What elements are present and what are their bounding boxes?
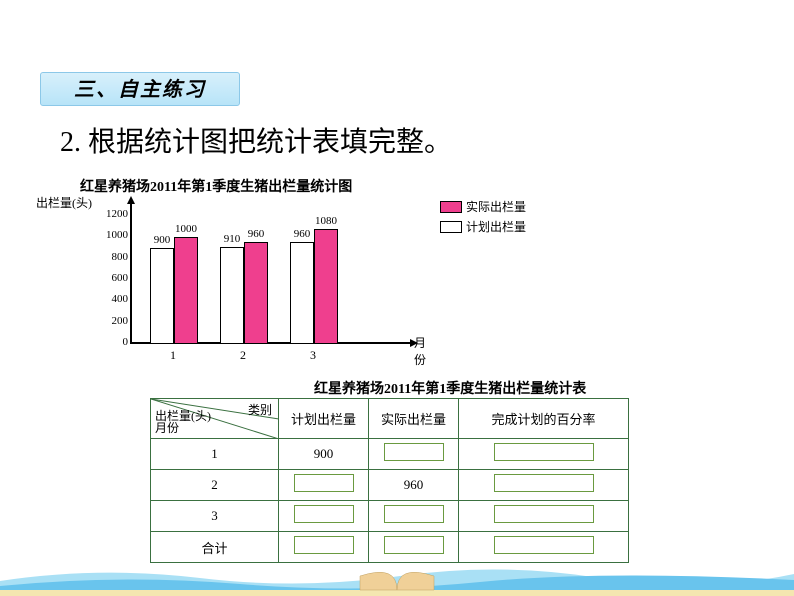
blank-box xyxy=(294,536,354,554)
blank-box xyxy=(494,505,594,523)
footer-decoration xyxy=(0,556,794,596)
y-tick: 800 xyxy=(94,251,128,263)
legend-swatch-actual xyxy=(440,201,462,213)
cell-actual xyxy=(369,501,459,532)
table-row: 1900 xyxy=(151,439,629,470)
section-header: 三、自主练习 xyxy=(40,72,240,106)
y-tick: 0 xyxy=(94,336,128,348)
chart-title: 红星养猪场2011年第1季度生猪出栏量统计图 xyxy=(80,176,352,196)
table-diag-header: 类别 出栏量(头) 月份 xyxy=(151,399,279,439)
cell-pct xyxy=(459,470,629,501)
col-header-pct: 完成计划的百分率 xyxy=(459,399,629,439)
cell-actual xyxy=(369,439,459,470)
data-table: 类别 出栏量(头) 月份 计划出栏量 实际出栏量 完成计划的百分率 190029… xyxy=(150,398,629,563)
table-row: 2 960 xyxy=(151,470,629,501)
x-tick: 1 xyxy=(170,348,176,363)
x-tick: 2 xyxy=(240,348,246,363)
blank-box xyxy=(494,536,594,554)
legend-plan: 计划出栏量 xyxy=(440,218,526,235)
chart-legend: 实际出栏量 计划出栏量 xyxy=(440,198,526,238)
bar-plan xyxy=(220,247,244,344)
question-text: 2. 根据统计图把统计表填完整。 xyxy=(60,120,452,160)
diag-bot: 月份 xyxy=(155,419,179,436)
cell-plan xyxy=(279,501,369,532)
legend-actual: 实际出栏量 xyxy=(440,198,526,215)
bar-actual xyxy=(174,237,198,344)
bar-plan xyxy=(290,242,314,344)
cell-plan xyxy=(279,470,369,501)
table-title: 红星养猪场2011年第1季度生猪出栏量统计表 xyxy=(314,378,586,398)
bar-chart: 020040060080010001200 900100019109602960… xyxy=(94,204,424,354)
cell-month: 3 xyxy=(151,501,279,532)
legend-swatch-plan xyxy=(440,221,462,233)
y-tick: 1200 xyxy=(94,208,128,220)
blank-box xyxy=(294,505,354,523)
y-axis xyxy=(130,204,132,344)
cell-actual: 960 xyxy=(369,470,459,501)
blank-box xyxy=(384,443,444,461)
x-axis-label: 月份 xyxy=(414,334,426,368)
cell-month: 1 xyxy=(151,439,279,470)
y-tick: 1000 xyxy=(94,229,128,241)
y-tick: 400 xyxy=(94,293,128,305)
cell-pct xyxy=(459,439,629,470)
bar-actual xyxy=(244,242,268,344)
blank-box xyxy=(384,536,444,554)
bar-label: 1080 xyxy=(306,215,346,227)
x-tick: 3 xyxy=(310,348,316,363)
bar-label: 960 xyxy=(236,228,276,240)
y-axis-label: 出栏量(头) xyxy=(36,194,92,211)
blank-box xyxy=(384,505,444,523)
cell-pct xyxy=(459,501,629,532)
blank-box xyxy=(494,443,594,461)
y-tick: 600 xyxy=(94,272,128,284)
legend-actual-label: 实际出栏量 xyxy=(466,198,526,215)
col-header-actual: 实际出栏量 xyxy=(369,399,459,439)
cell-month: 2 xyxy=(151,470,279,501)
bar-label: 1000 xyxy=(166,223,206,235)
legend-plan-label: 计划出栏量 xyxy=(466,218,526,235)
col-header-plan: 计划出栏量 xyxy=(279,399,369,439)
y-tick: 200 xyxy=(94,315,128,327)
table-row: 3 xyxy=(151,501,629,532)
bar-plan xyxy=(150,248,174,344)
blank-box xyxy=(294,474,354,492)
bar-actual xyxy=(314,229,338,344)
cell-plan: 900 xyxy=(279,439,369,470)
diag-top: 类别 xyxy=(248,401,272,418)
blank-box xyxy=(494,474,594,492)
